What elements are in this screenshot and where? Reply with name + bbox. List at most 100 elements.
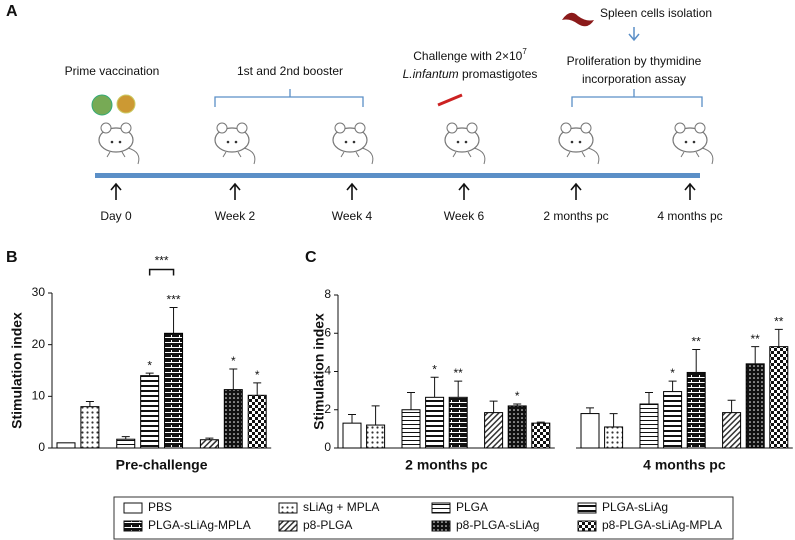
bar	[722, 412, 742, 449]
bar	[663, 391, 683, 449]
bar	[484, 412, 504, 449]
category-label: 2 months pc	[405, 457, 488, 473]
legend-label: PBS	[148, 500, 172, 514]
error-bar	[609, 413, 618, 427]
error-bar	[348, 414, 356, 424]
significance: **	[774, 315, 784, 329]
y-tick-label: 2	[324, 402, 331, 416]
bar	[223, 389, 243, 449]
y-tick-label: 6	[324, 325, 331, 339]
error-bar	[454, 380, 463, 398]
panel-label: B	[6, 249, 18, 266]
stage-label: Proliferation by thymidine	[567, 54, 702, 68]
bar	[425, 396, 445, 449]
bar	[116, 438, 136, 449]
bar	[604, 426, 624, 449]
error-bar	[513, 403, 522, 406]
error-bar	[253, 382, 262, 396]
timeline	[95, 173, 700, 178]
challenge-text: Challenge with 2×10	[413, 49, 522, 63]
error-bar	[668, 380, 677, 392]
spleen-icon	[562, 12, 594, 27]
significance: ***	[167, 293, 181, 307]
error-bar	[489, 400, 498, 413]
error-bar	[229, 368, 238, 390]
legend-label: PLGA	[456, 500, 488, 514]
bar	[507, 405, 527, 449]
mouse	[332, 122, 374, 165]
exponent: 7	[522, 47, 527, 56]
bar	[56, 442, 76, 449]
bar	[401, 409, 421, 449]
error-bar	[169, 306, 178, 334]
legend-label: PLGA-sLiAg-MPLA	[148, 518, 251, 532]
mouse	[672, 122, 714, 165]
legend-swatch	[431, 520, 451, 532]
arrow	[110, 182, 122, 200]
significance: *	[255, 368, 260, 382]
bracket	[214, 89, 364, 107]
stage-label: 1st and 2nd booster	[237, 64, 343, 78]
legend-label: sLiAg + MPLA	[303, 500, 379, 514]
mouse	[444, 122, 486, 165]
legend-label: p8-PLGA	[303, 518, 352, 532]
legend-swatch	[577, 502, 597, 514]
bar	[80, 406, 100, 449]
bar	[448, 396, 468, 449]
y-tick-label: 0	[324, 440, 331, 454]
timepoint-label: 4 months pc	[657, 209, 722, 223]
significance: **	[692, 335, 702, 349]
legend-label: p8-PLGA-sLiAg-MPLA	[602, 518, 722, 532]
bar	[342, 422, 362, 449]
mouse	[214, 122, 256, 165]
stage-label: L.infantum promastigotes	[403, 67, 538, 81]
y-tick-label: 20	[32, 337, 46, 351]
significance: *	[670, 366, 675, 380]
arrow	[458, 182, 470, 200]
legend	[113, 496, 734, 540]
bar	[199, 439, 219, 449]
arrow	[229, 182, 241, 200]
bracket	[571, 89, 703, 107]
legend-swatch	[278, 502, 298, 514]
significance: *	[515, 389, 520, 403]
error-bar	[121, 436, 130, 440]
mouse	[98, 122, 140, 165]
mouse	[558, 122, 600, 165]
legend-swatch	[123, 502, 143, 514]
timepoint-label: Week 6	[444, 209, 485, 223]
y-tick-label: 0	[38, 440, 45, 454]
legend-swatch	[278, 520, 298, 532]
error-bar	[751, 346, 760, 364]
arrow	[570, 182, 582, 200]
error-bar	[536, 421, 545, 424]
timepoint-label: Week 2	[215, 209, 256, 223]
bar	[769, 346, 789, 449]
y-axis-title: Stimulation index	[9, 312, 25, 429]
category-label: Pre-challenge	[116, 457, 208, 473]
arrow	[684, 182, 696, 200]
error-bar	[430, 376, 439, 398]
stage-label: Spleen cells isolation	[600, 6, 712, 20]
bar	[366, 424, 386, 449]
significance: ***	[155, 254, 169, 268]
error-bar	[371, 405, 380, 426]
bar	[531, 422, 551, 449]
error-bar	[692, 349, 701, 373]
bar	[639, 403, 659, 449]
significance: **	[751, 332, 761, 346]
stage-label: Challenge with 2×107	[413, 47, 527, 63]
legend-swatch	[431, 502, 451, 514]
y-tick-label: 4	[324, 364, 331, 378]
vaccine-icon	[116, 94, 136, 114]
significance: *	[147, 358, 152, 372]
timepoint-label: Week 4	[332, 209, 373, 223]
species: L.infantum	[403, 67, 459, 81]
challenge-text: promastigotes	[459, 67, 538, 81]
panel-label: C	[305, 249, 317, 266]
arrow	[628, 27, 640, 42]
y-axis-title: Stimulation index	[311, 313, 327, 430]
panel-label: A	[6, 3, 18, 20]
timepoint-label: Day 0	[100, 209, 132, 223]
